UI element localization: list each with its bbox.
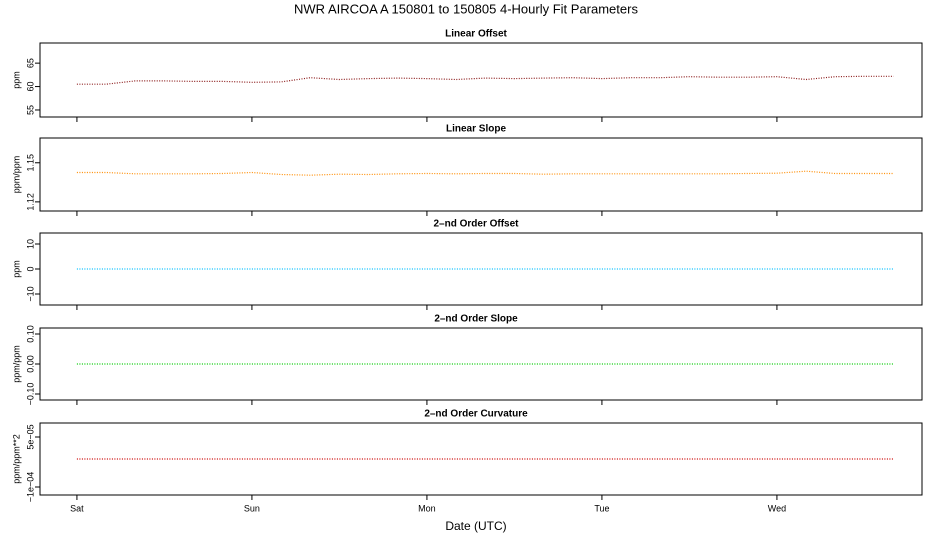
- y-tick-label: 5e−05: [25, 424, 35, 449]
- x-tick-label: Sat: [70, 503, 84, 513]
- plot-frame: [39, 42, 923, 118]
- y-tick-label: 0.10: [25, 325, 35, 343]
- x-tick-label: Wed: [768, 503, 786, 513]
- y-tick-label: 60: [25, 82, 35, 92]
- y-tick-label: −0.10: [25, 383, 35, 406]
- y-tick-label: 10: [25, 239, 35, 249]
- y-axis-label: ppm/ppm: [11, 156, 21, 194]
- panel-title: 2–nd Order Curvature: [424, 409, 528, 420]
- y-axis-label: ppm: [11, 71, 21, 89]
- data-line: [76, 170, 894, 176]
- y-tick-label: 0: [25, 266, 35, 271]
- x-tick-label: Mon: [418, 503, 436, 513]
- y-tick-label: 0.00: [25, 355, 35, 373]
- y-axis-label: ppm/ppm**2: [11, 434, 21, 484]
- x-tick-label: Sun: [244, 503, 260, 513]
- panel-title: 2–nd Order Slope: [434, 314, 518, 325]
- y-tick-label: −1e−04: [25, 472, 35, 503]
- y-axis-label: ppm/ppm: [11, 345, 21, 383]
- panel-title: Linear Slope: [446, 124, 506, 135]
- panel-title: Linear Offset: [445, 29, 507, 40]
- page-title: NWR AIRCOA A 150801 to 150805 4-Hourly F…: [294, 1, 638, 16]
- y-axis-label: ppm: [11, 260, 21, 278]
- x-axis-label: Date (UTC): [445, 519, 506, 533]
- panel-title: 2–nd Order Offset: [433, 219, 519, 230]
- plot-frame: [39, 137, 923, 212]
- x-tick-label: Tue: [594, 503, 609, 513]
- y-tick-label: 55: [25, 105, 35, 115]
- y-tick-label: −10: [25, 286, 35, 301]
- y-tick-label: 1.15: [25, 154, 35, 172]
- plot-frame: [39, 422, 923, 496]
- y-tick-label: 65: [25, 58, 35, 68]
- y-tick-label: 1.12: [25, 193, 35, 211]
